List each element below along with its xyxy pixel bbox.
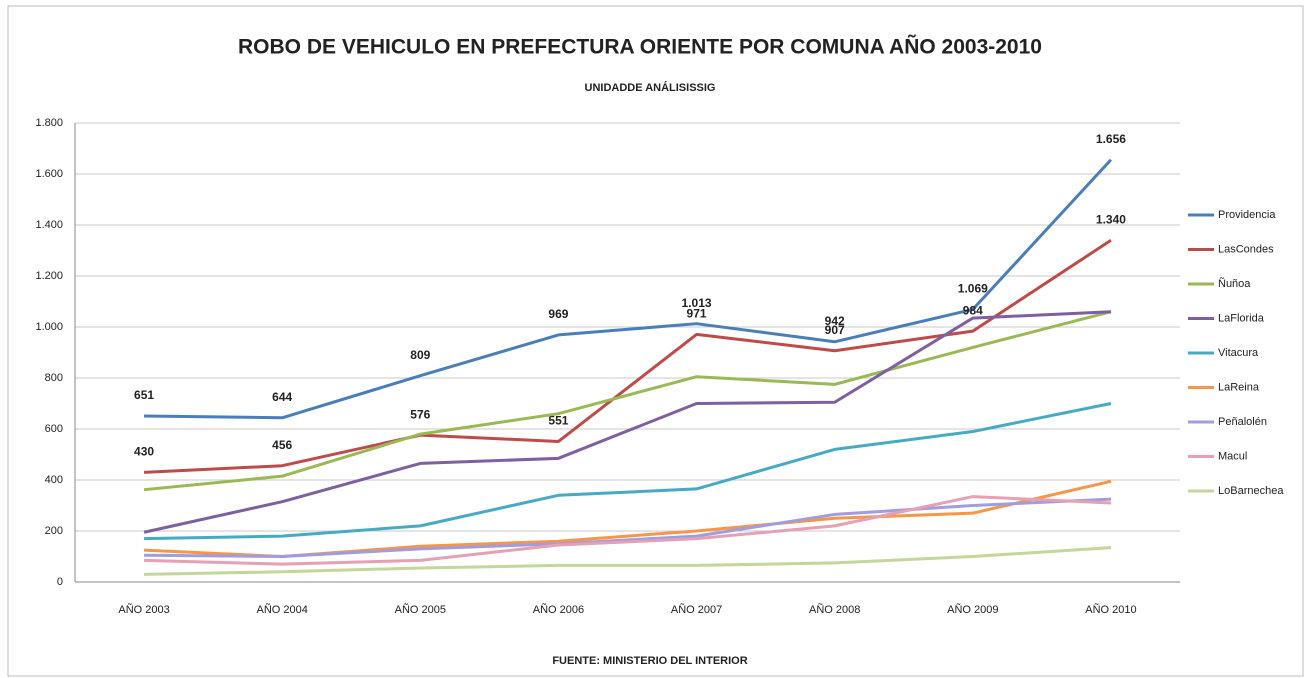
data-label: 651 xyxy=(134,388,154,402)
legend-label: LoBarnechea xyxy=(1218,485,1284,497)
chart-frame xyxy=(7,5,1304,677)
data-label: 551 xyxy=(548,414,568,428)
data-label: 907 xyxy=(825,323,845,337)
series-line xyxy=(144,546,1112,576)
y-tick-label: 1.400 xyxy=(35,219,63,231)
data-label: 1.013 xyxy=(682,296,712,310)
x-tick-label: AÑO 2008 xyxy=(809,603,860,616)
legend-label: LaFlorida xyxy=(1218,312,1265,324)
y-tick-label: 1.000 xyxy=(35,321,63,333)
data-label: 644 xyxy=(272,390,292,404)
data-label: 1.340 xyxy=(1096,212,1126,226)
data-label: 969 xyxy=(548,307,568,321)
series-line xyxy=(143,310,1112,492)
x-tick-label: AÑO 2009 xyxy=(947,603,998,616)
legend-label: Peñalolén xyxy=(1218,416,1267,428)
legend-label: LasCondes xyxy=(1218,243,1274,255)
series-line xyxy=(143,310,1112,534)
data-label: 809 xyxy=(410,348,430,362)
legend-label: LaReina xyxy=(1218,381,1260,393)
y-tick-label: 600 xyxy=(45,423,63,435)
y-tick-label: 200 xyxy=(45,525,63,537)
data-label: 430 xyxy=(134,445,154,459)
y-tick-label: 400 xyxy=(45,474,63,486)
data-label: 456 xyxy=(272,438,292,452)
x-tick-label: AÑO 2007 xyxy=(671,603,722,616)
series-line xyxy=(144,158,1113,420)
data-label: 1.656 xyxy=(1096,132,1126,146)
data-label: 984 xyxy=(963,303,983,317)
legend-label: Ñuñoa xyxy=(1218,277,1251,290)
series-line xyxy=(144,495,1112,566)
data-label: 576 xyxy=(410,407,430,421)
y-tick-label: 1.200 xyxy=(35,270,63,282)
x-tick-label: AÑO 2003 xyxy=(118,603,169,616)
x-tick-label: AÑO 2010 xyxy=(1085,603,1136,616)
y-tick-label: 0 xyxy=(57,576,63,588)
chart-subtitle: UNIDADDE ANÁLISISSIG xyxy=(585,81,716,94)
series-line xyxy=(143,239,1112,474)
series-line xyxy=(144,497,1112,558)
series-line xyxy=(144,402,1112,541)
y-tick-label: 800 xyxy=(45,372,63,384)
legend-label: Macul xyxy=(1218,450,1247,462)
x-tick-label: AÑO 2004 xyxy=(257,603,308,616)
data-label: 971 xyxy=(687,307,707,321)
legend-label: Providencia xyxy=(1218,209,1276,221)
x-tick-label: AÑO 2006 xyxy=(533,603,584,616)
chart-source: FUENTE: MINISTERIO DEL INTERIOR xyxy=(552,655,747,667)
x-tick-label: AÑO 2005 xyxy=(395,603,446,616)
data-label: 1.069 xyxy=(958,282,988,296)
data-label: 942 xyxy=(825,314,845,328)
y-tick-label: 1.600 xyxy=(35,168,63,180)
legend-label: Vitacura xyxy=(1218,347,1259,359)
chart-title: ROBO DE VEHICULO EN PREFECTURA ORIENTE P… xyxy=(238,36,1042,59)
y-tick-label: 1.800 xyxy=(35,117,63,129)
